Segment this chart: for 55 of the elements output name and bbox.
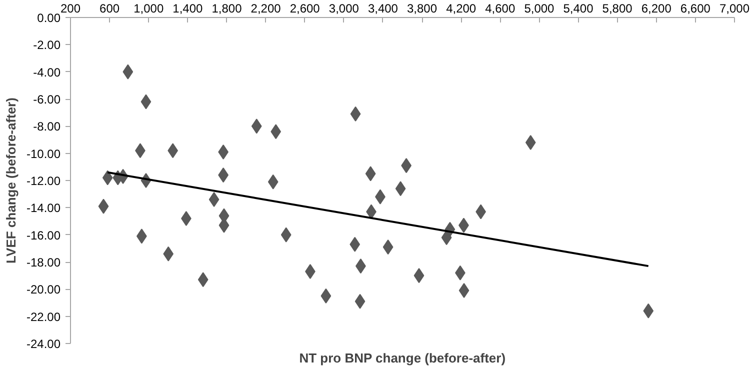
y-tick-label: -16.00: [26, 228, 61, 242]
point: [122, 64, 134, 80]
x-tick-label: 6,200: [641, 2, 672, 16]
x-tick-label: 1,000: [134, 2, 164, 16]
x-tick-label: 5,000: [524, 2, 555, 16]
point: [251, 118, 262, 134]
x-tick-label: 4,600: [485, 2, 516, 16]
point: [382, 240, 394, 255]
x-tick-label: 1,800: [212, 2, 242, 16]
x-tick-label: 5,400: [563, 2, 594, 16]
y-tick-label: -20.00: [26, 282, 61, 297]
point: [102, 170, 113, 186]
y-tick-label: -14.00: [26, 201, 61, 216]
point: [268, 174, 278, 190]
x-tick-label: 200: [60, 2, 81, 16]
x-tick-label: 5,800: [602, 2, 633, 16]
x-tick-label: 7,000: [719, 2, 750, 16]
point: [98, 198, 109, 214]
y-tick-label: -12.00: [26, 174, 61, 188]
x-tick-label: 4,200: [446, 2, 476, 16]
x-tick-label: 1,400: [172, 2, 204, 16]
point: [208, 192, 220, 208]
y-tick-label: -24.00: [26, 337, 61, 351]
x-axis-title: NT pro BNP change (before-after): [299, 350, 506, 366]
y-tick-label: -8.00: [33, 120, 61, 134]
y-tick-label: -2.00: [33, 38, 61, 52]
point: [365, 166, 376, 182]
y-tick-label: -4.00: [33, 65, 61, 80]
y-tick-label: -10.00: [26, 146, 61, 161]
point: [525, 134, 536, 150]
point: [350, 106, 361, 122]
x-tick-label: 2,600: [290, 2, 320, 16]
y-tick-label: 0.00: [37, 11, 61, 25]
y-tick-label: -18.00: [26, 256, 61, 270]
point: [270, 124, 282, 140]
point: [395, 181, 406, 196]
x-tick-label: 3,800: [407, 2, 438, 16]
x-tick-label: 600: [100, 2, 120, 16]
x-tick-label: 2,200: [250, 2, 282, 16]
point: [458, 283, 470, 298]
point: [354, 294, 366, 309]
x-tick-label: 3,000: [328, 2, 360, 16]
point: [163, 246, 174, 262]
point: [198, 272, 208, 288]
point: [350, 236, 360, 252]
point: [414, 268, 424, 284]
x-tick-label: 3,400: [368, 2, 398, 16]
x-tick-label: 6,600: [680, 2, 711, 16]
y-axis-title: LVEF change (before-after): [3, 98, 18, 264]
y-tick-label: -6.00: [33, 92, 61, 106]
y-tick-label: -22.00: [26, 310, 61, 324]
point: [643, 303, 654, 318]
point: [140, 94, 152, 110]
point: [280, 227, 292, 242]
point: [320, 288, 332, 304]
